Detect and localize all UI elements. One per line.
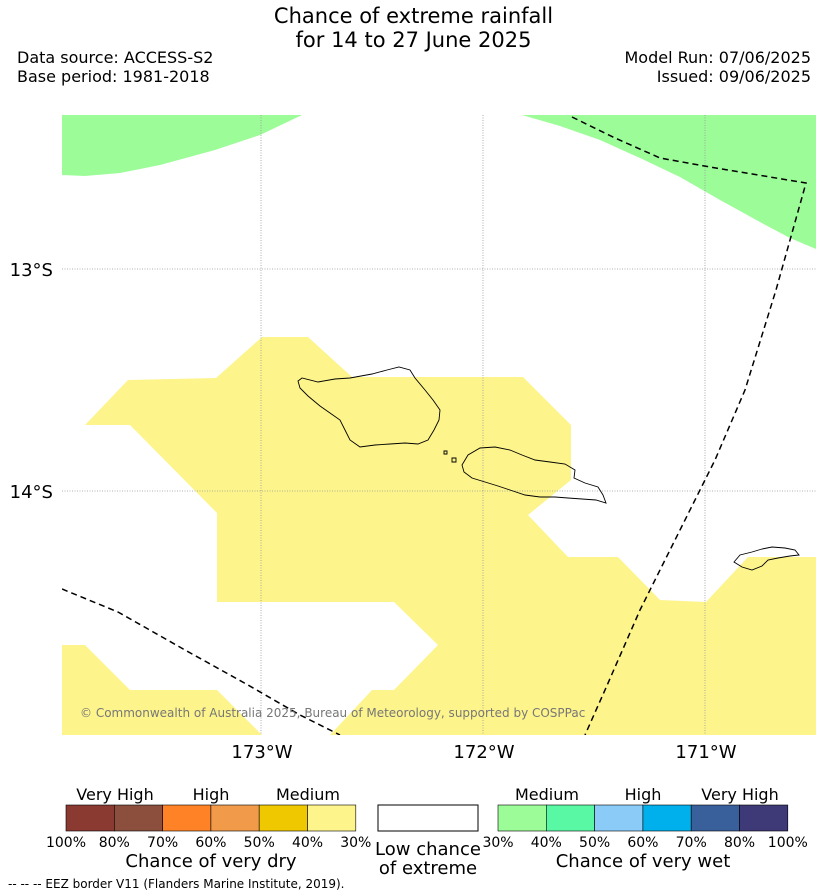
- dry-region-southwest: [62, 645, 262, 735]
- gridlines: [62, 115, 816, 735]
- legend-dry-swatch-2: [162, 804, 212, 832]
- legend-wet-tick-5: 80%: [724, 835, 755, 851]
- legend-dry-swatch-4: [258, 804, 308, 832]
- map-area: [62, 115, 816, 735]
- legend-dry-tick-6: 30%: [340, 835, 371, 851]
- legend-wet-swatch-5: [739, 804, 789, 832]
- legend-dry: Very High High Medium 100% 80% 70% 60% 50% 40…: [46, 785, 371, 872]
- eez-border-southwest: [62, 588, 341, 735]
- legend-dry-swatches: [65, 804, 357, 832]
- lon-label-171w: 171°W: [675, 742, 736, 763]
- legend-wet-tick-3: 60%: [627, 835, 658, 851]
- island-upolu: [461, 446, 607, 504]
- legend-dry-title: Chance of very dry: [125, 851, 297, 872]
- legend-dry-tick-0: 100%: [46, 835, 86, 851]
- legend-low-swatch: [377, 804, 479, 832]
- legend-dry-tick-1: 80%: [99, 835, 130, 851]
- model-run: Model Run: 07/06/2025: [624, 48, 812, 67]
- legend-wet: Medium High Very High 30% 40% 50% 60% 70% 80%…: [482, 785, 807, 872]
- legend-dry-swatch-1: [114, 804, 163, 832]
- legend-dry-cat-very-high: Very High: [76, 785, 153, 804]
- lon-label-172w: 172°W: [453, 742, 514, 763]
- legend-dry-tick-5: 40%: [292, 835, 323, 851]
- legend-wet-title: Chance of very wet: [556, 851, 731, 872]
- legend-wet-tick-4: 70%: [676, 835, 707, 851]
- eez-footnote: -- -- -- EEZ border V11 (Flanders Marine…: [8, 877, 345, 891]
- island-manono: [451, 457, 457, 463]
- data-source: Data source: ACCESS-S2: [17, 48, 214, 67]
- map-title: Chance of extreme rainfall for 14 to 27 …: [0, 4, 827, 52]
- legend-wet-tick-1: 40%: [531, 835, 562, 851]
- legend-wet-tick-6: 100%: [768, 835, 808, 851]
- copyright-notice: © Commonwealth of Australia 2025, Bureau…: [80, 706, 586, 720]
- legend-dry-swatch-3: [210, 804, 260, 832]
- legend-dry-tick-2: 70%: [147, 835, 178, 851]
- legend-dry-cat-medium: Medium: [276, 785, 340, 804]
- legend-wet-cat-medium: Medium: [515, 785, 579, 804]
- base-period: Base period: 1981-2018: [17, 67, 210, 86]
- legend-dry-cat-high: High: [193, 785, 230, 804]
- meta-right: Model Run: 07/06/2025 Issued: 09/06/2025: [625, 48, 812, 86]
- island-tutuila: [733, 546, 800, 571]
- lat-label-13s: 13°S: [10, 260, 53, 281]
- wet-region-northeast: [522, 115, 816, 249]
- island-apolima: [443, 450, 448, 455]
- title-line-1: Chance of extreme rainfall: [273, 4, 554, 28]
- lat-label-14s: 14°S: [10, 482, 53, 503]
- legend-wet-swatch-2: [594, 804, 644, 832]
- legend-wet-cat-very-high: Very High: [701, 785, 778, 804]
- legend-wet-swatch-1: [545, 804, 595, 832]
- coastlines: [297, 366, 800, 571]
- legend-dry-swatch-0: [65, 804, 115, 832]
- legend-dry-tick-4: 50%: [244, 835, 275, 851]
- legend-wet-swatch-4: [690, 804, 740, 832]
- wet-region-northwest: [62, 115, 302, 176]
- legend-dry-tick-3: 60%: [195, 835, 226, 851]
- title-line-2: for 14 to 27 June 2025: [295, 28, 532, 52]
- legend-low-line-1: Low chance: [375, 839, 481, 860]
- issued-date: Issued: 09/06/2025: [656, 67, 811, 86]
- legend-wet-swatch-3: [642, 804, 692, 832]
- legend-wet-swatches: [497, 804, 789, 832]
- meta-left: Data source: ACCESS-S2 Base period: 1981…: [17, 48, 213, 86]
- legend-dry-swatch-5: [307, 804, 357, 832]
- island-savaii: [297, 366, 441, 448]
- legend-wet-ticks: 30% 40% 50% 60% 70% 80% 100%: [482, 835, 807, 851]
- legend-wet-tick-2: 50%: [579, 835, 610, 851]
- legend-dry-ticks: 100% 80% 70% 60% 50% 40% 30%: [46, 835, 371, 851]
- legend-wet-swatch-0: [497, 804, 547, 832]
- legend-wet-tick-0: 30%: [482, 835, 513, 851]
- legend-low: Low chance of extreme: [375, 804, 481, 879]
- legend-low-line-2: of extreme: [379, 858, 477, 879]
- legend-wet-cat-high: High: [625, 785, 662, 804]
- eez-border: [62, 116, 807, 735]
- lon-label-173w: 173°W: [231, 742, 292, 763]
- dry-region-central: [85, 337, 816, 735]
